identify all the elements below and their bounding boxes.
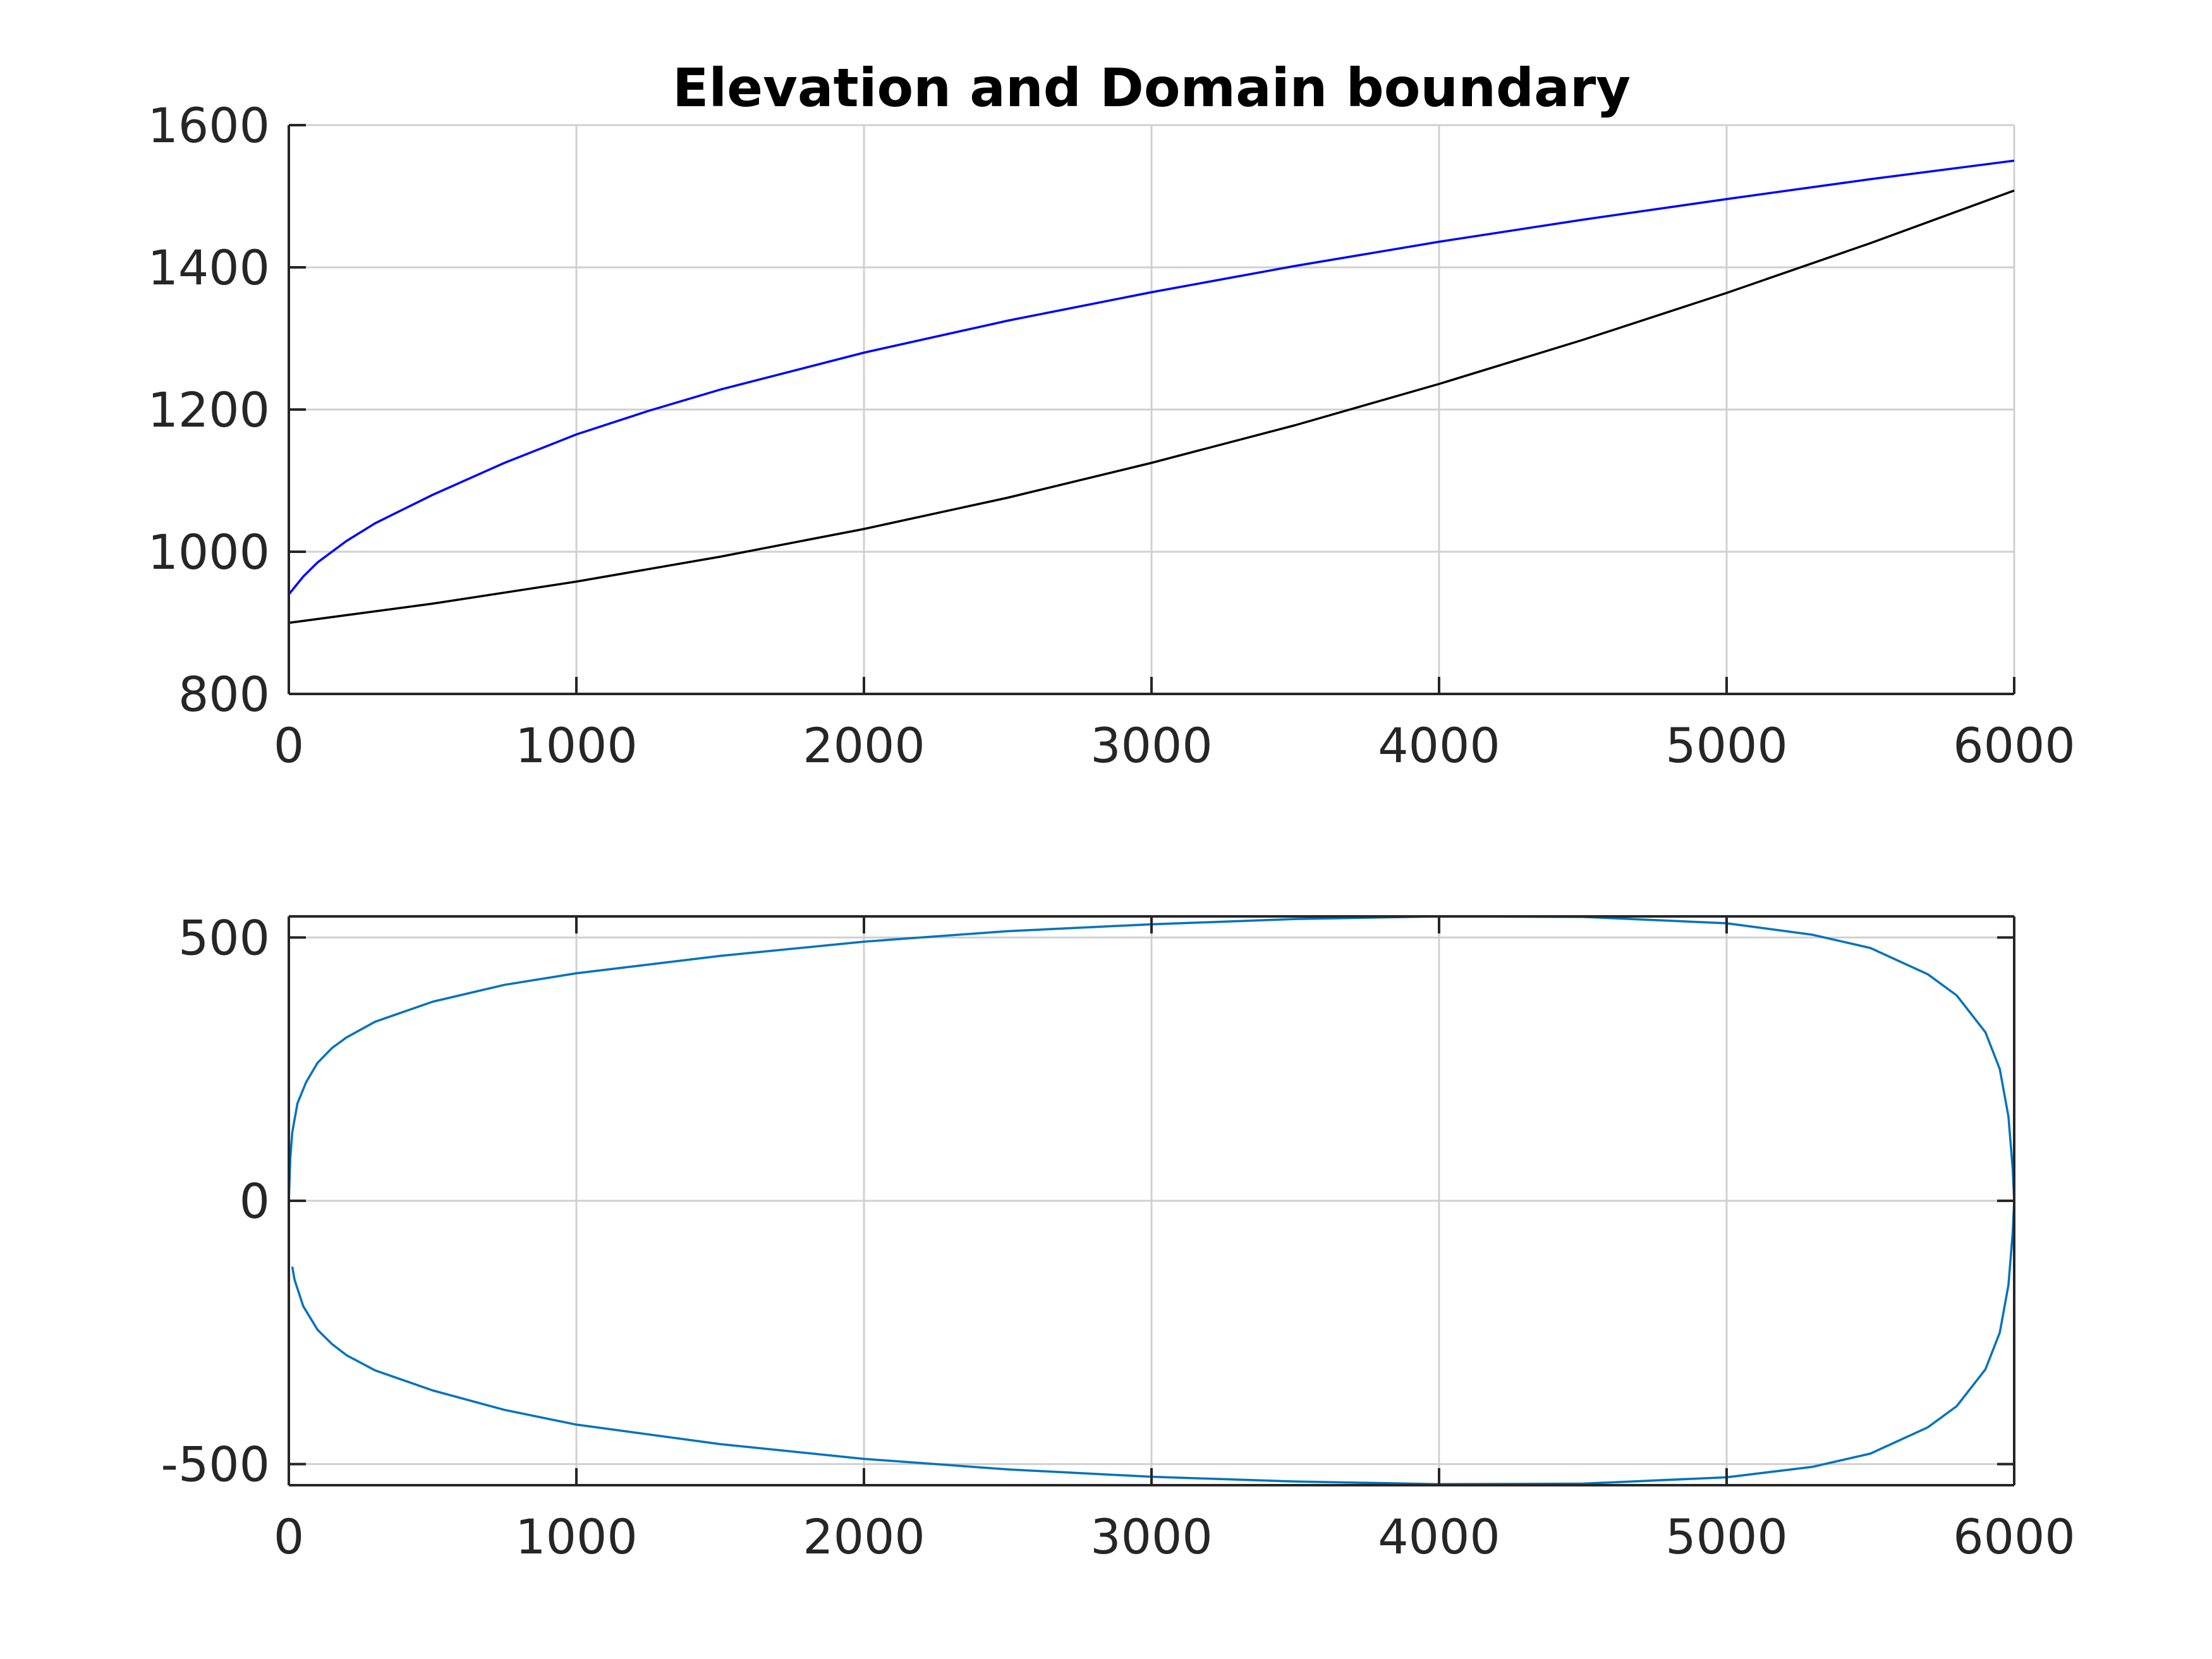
x-tick-label: 0 [274, 717, 304, 774]
x-tick-label: 2000 [803, 1509, 925, 1565]
y-tick-label: 1000 [148, 524, 270, 580]
y-tick-label: -500 [161, 1437, 270, 1493]
y-tick-label: 500 [178, 909, 270, 966]
y-tick-label: 1400 [148, 240, 270, 296]
y-tick-label: 0 [240, 1173, 270, 1229]
grid [288, 124, 2015, 695]
x-tick-label: 2000 [803, 717, 925, 774]
x-tick-label: 3000 [1090, 717, 1212, 774]
x-tick-label: 4000 [1378, 1509, 1500, 1565]
series-line-1 [288, 159, 2015, 595]
chart-title: Elevation and Domain boundary [672, 57, 1631, 119]
axes [288, 915, 2015, 1486]
y-tick-label: 1600 [148, 97, 270, 154]
x-tick-label: 5000 [1665, 717, 1787, 774]
tick-labels: 0 1000 2000 3000 4000 5000 6000 800 1000 1200 1400… [148, 97, 2075, 774]
y-tick-label: 800 [178, 666, 270, 722]
series-line-2 [288, 915, 2015, 1201]
series-line-2 [288, 189, 2015, 624]
axes [288, 124, 2015, 695]
x-tick-label: 5000 [1665, 1509, 1787, 1565]
x-tick-label: 6000 [1953, 717, 2075, 774]
elevation-chart: 0 1000 2000 3000 4000 5000 6000 800 1000 1200 1400… [148, 57, 2075, 774]
series-group [288, 159, 2015, 624]
x-tick-label: 1000 [515, 717, 637, 774]
x-tick-label: 3000 [1090, 1509, 1212, 1565]
x-tick-label: 6000 [1953, 1509, 2075, 1565]
x-tick-label: 0 [274, 1509, 304, 1565]
series-line-1 [291, 1200, 2015, 1486]
grid [288, 916, 2015, 1485]
y-tick-label: 1200 [148, 382, 270, 438]
x-tick-label: 1000 [515, 1509, 637, 1565]
x-tick-label: 4000 [1378, 717, 1500, 774]
